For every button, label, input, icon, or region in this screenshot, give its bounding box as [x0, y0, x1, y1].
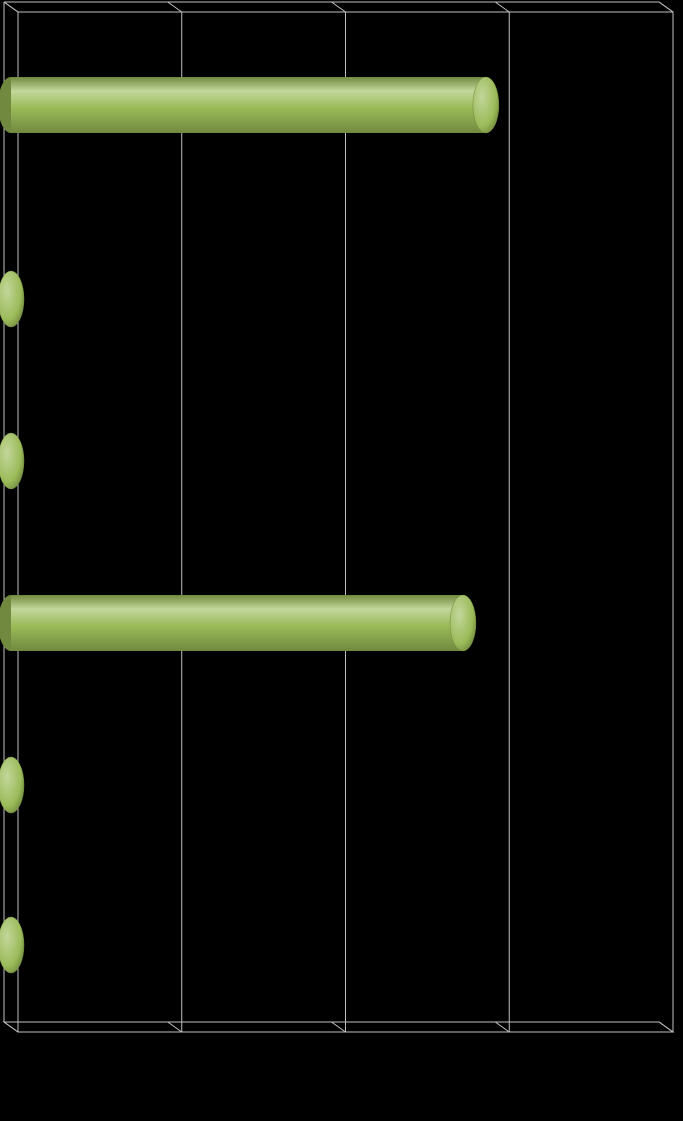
bar: [0, 757, 24, 813]
bar: [0, 917, 24, 973]
bar: [0, 271, 24, 327]
bar: [0, 595, 476, 651]
bar: [0, 433, 24, 489]
bar: [0, 77, 499, 133]
horizontal-bar-chart: [0, 0, 683, 1121]
